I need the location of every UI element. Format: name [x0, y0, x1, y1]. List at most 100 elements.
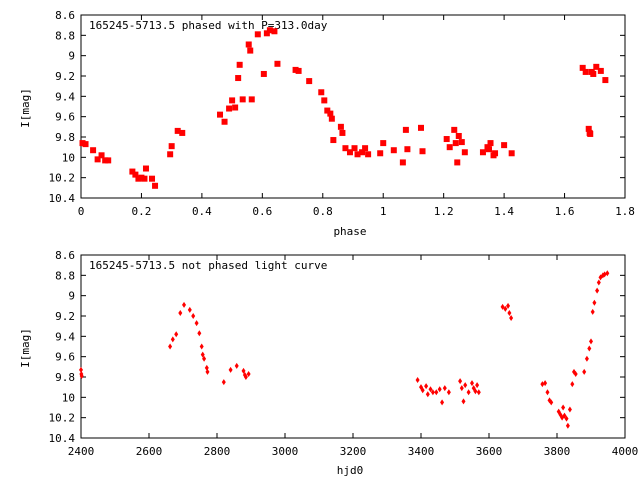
y-tick-label: 8.6 — [55, 9, 75, 22]
y-tick-label: 9.2 — [55, 310, 75, 323]
data-point — [506, 302, 511, 309]
data-point — [90, 147, 97, 154]
data-point — [540, 381, 545, 388]
data-point — [479, 149, 486, 156]
data-point — [260, 70, 267, 77]
data-point — [79, 372, 84, 379]
data-point — [234, 362, 239, 369]
data-point — [585, 125, 592, 132]
y-tick-label: 9.4 — [55, 90, 75, 103]
data-point — [324, 107, 331, 114]
data-point — [475, 382, 480, 389]
y-tick-labels: 8.6 8.8 9 9.2 9.4 9.6 9.8 10 10.2 10.4 — [49, 249, 76, 445]
data-point — [582, 68, 589, 75]
x-axis-label: hjd0 — [337, 464, 364, 477]
y-tick-label: 9 — [68, 290, 75, 303]
data-point — [241, 367, 246, 374]
data-point — [271, 28, 278, 35]
data-point — [82, 141, 89, 148]
unphased-light-curve-panel: 2400 2600 2800 3000 3200 3400 3600 3800 4000 8.6… — [19, 249, 638, 477]
x-tick-label: 1 — [380, 205, 387, 218]
data-point — [337, 123, 344, 130]
data-point — [221, 118, 228, 125]
data-point — [589, 338, 593, 345]
data-point — [149, 175, 156, 182]
data-point — [424, 383, 429, 390]
data-point — [105, 157, 112, 164]
data-point — [440, 399, 445, 406]
data-point — [461, 149, 468, 156]
data-point — [573, 370, 578, 377]
x-tick-label: 3600 — [476, 445, 503, 458]
chart-title: 165245-5713.5 not phased light curve — [89, 259, 327, 272]
data-point — [328, 115, 335, 122]
data-point — [306, 78, 313, 85]
data-point — [584, 355, 589, 362]
x-tick-label: 2600 — [136, 445, 163, 458]
data-point — [191, 313, 196, 319]
data-point — [452, 140, 459, 147]
x-tick-label: 3400 — [408, 445, 435, 458]
data-point — [508, 150, 515, 157]
data-point — [592, 299, 597, 306]
data-point — [243, 374, 248, 380]
plot-frame — [80, 254, 626, 439]
x-tick-label: 2400 — [68, 445, 95, 458]
data-point — [202, 355, 207, 362]
data-point — [182, 301, 187, 308]
x-tick-label: 3800 — [544, 445, 571, 458]
data-point — [236, 61, 243, 68]
data-point — [543, 380, 548, 387]
data-point — [362, 145, 369, 152]
data-point — [94, 156, 101, 163]
y-tick-label: 8.8 — [55, 29, 75, 42]
x-tick-label: 4000 — [612, 445, 639, 458]
data-point — [425, 391, 430, 398]
data-point — [205, 368, 210, 375]
data-point — [178, 309, 183, 316]
tick-marks — [80, 14, 626, 199]
data-point — [590, 308, 595, 315]
data-point — [437, 386, 442, 393]
data-point — [318, 89, 325, 96]
data-point — [428, 386, 433, 393]
data-point — [342, 145, 349, 152]
x-tick-label: 1.2 — [434, 205, 454, 218]
data-point — [295, 67, 302, 74]
data-point — [463, 382, 468, 389]
data-point — [492, 150, 499, 157]
data-point — [321, 97, 328, 104]
data-point — [168, 343, 173, 350]
tick-marks — [80, 254, 626, 439]
data-point — [263, 30, 270, 37]
data-point — [442, 385, 447, 392]
x-tick-labels: 2400 2600 2800 3000 3200 3400 3600 3800 4000 — [68, 445, 639, 458]
y-tick-label: 9.6 — [55, 351, 75, 364]
data-point — [509, 315, 514, 322]
data-point — [602, 77, 609, 84]
y-tick-label: 8.6 — [55, 249, 75, 262]
data-point — [232, 104, 239, 111]
data-point — [500, 303, 505, 310]
y-tick-label: 10 — [62, 151, 75, 164]
y-tick-label: 8.8 — [55, 269, 75, 282]
data-point — [200, 351, 205, 358]
data-point — [135, 175, 142, 182]
data-point — [327, 110, 334, 117]
data-point — [420, 387, 425, 394]
x-tick-label: 1.8 — [615, 205, 635, 218]
data-point — [565, 422, 570, 429]
y-tick-label: 10.4 — [49, 192, 76, 205]
data-point — [602, 271, 607, 278]
x-tick-label: 1.4 — [494, 205, 514, 218]
data-point — [174, 127, 181, 134]
y-tick-labels: 8.6 8.8 9 9.2 9.4 9.6 9.8 10 10.2 10.4 — [49, 9, 76, 205]
data-point — [229, 97, 236, 104]
data-point — [451, 126, 458, 133]
data-point — [167, 151, 174, 158]
data-point — [365, 151, 372, 158]
data-point — [419, 148, 426, 155]
data-point — [458, 378, 463, 385]
y-tick-label: 9.8 — [55, 131, 75, 144]
